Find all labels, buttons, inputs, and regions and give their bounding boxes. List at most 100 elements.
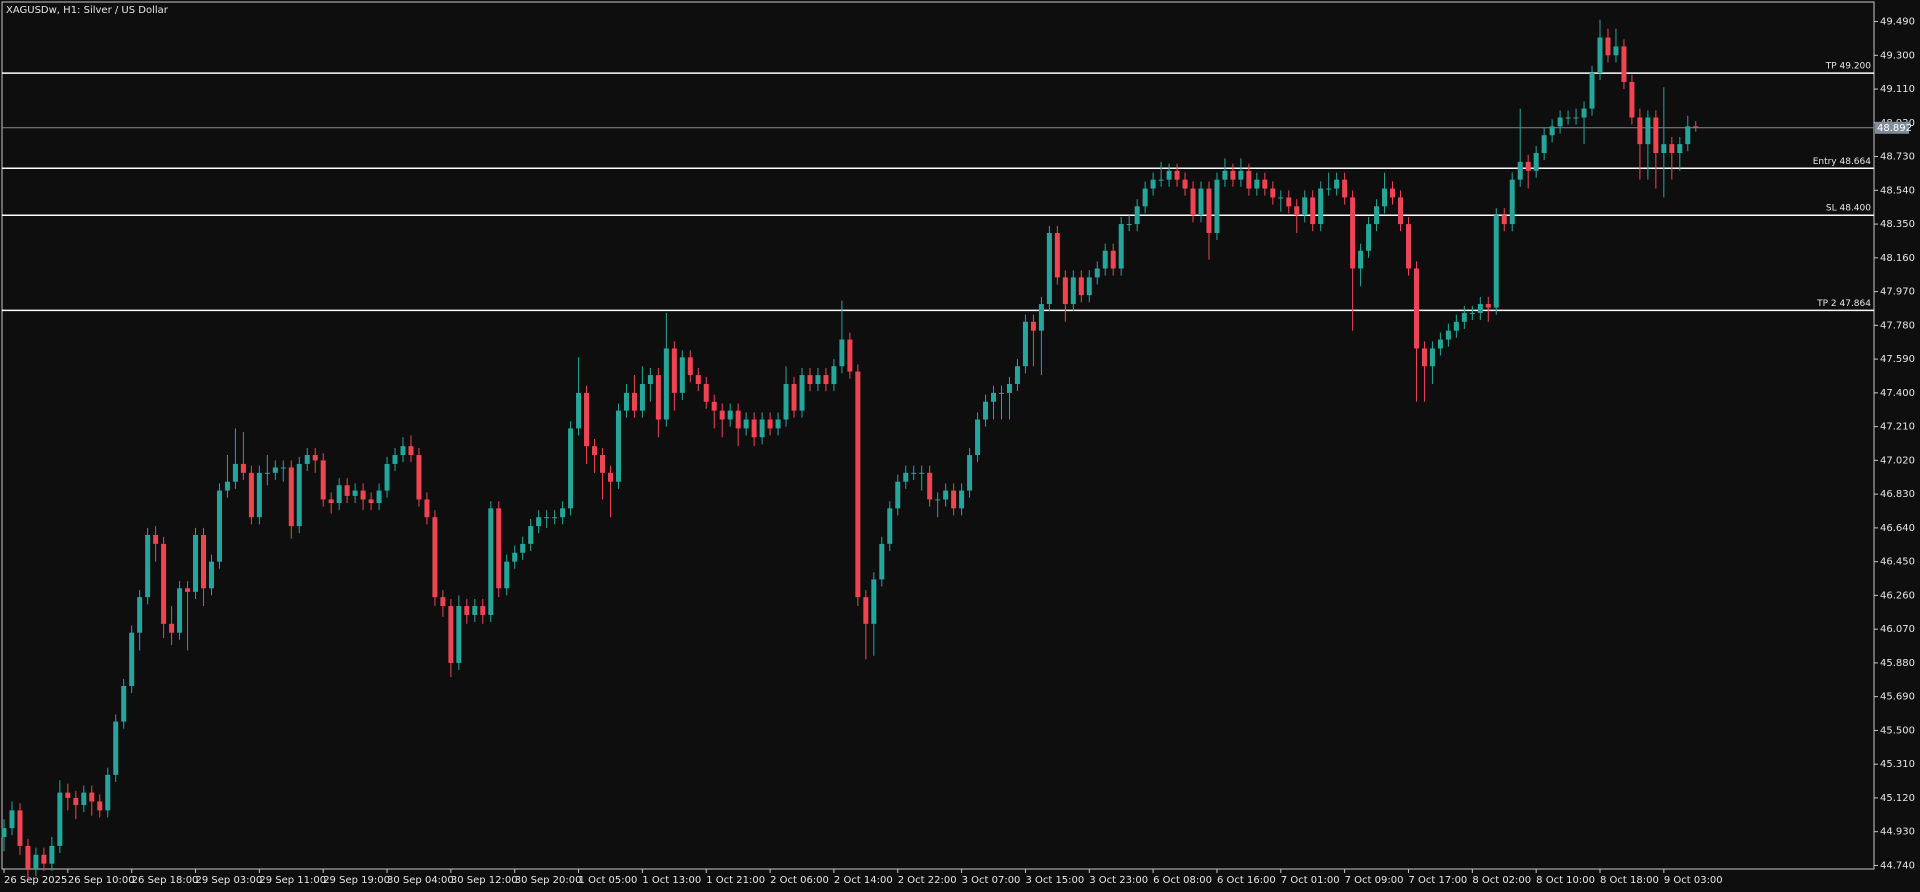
candle-body — [935, 499, 941, 501]
candle-body — [1477, 304, 1483, 313]
candle-body — [232, 463, 238, 482]
candle-body — [1062, 277, 1068, 305]
candle-body — [1605, 37, 1611, 56]
y-tick-label: 44.930 — [1880, 827, 1915, 838]
candle-body — [791, 383, 797, 411]
y-tick-label: 44.740 — [1880, 860, 1915, 871]
level-label: TP 2 47.864 — [1816, 299, 1871, 309]
y-tick-label: 46.830 — [1880, 489, 1915, 500]
candle-body — [1326, 188, 1332, 190]
candle-body — [1174, 170, 1180, 180]
y-tick-label: 47.210 — [1880, 422, 1915, 433]
candle-body — [679, 357, 685, 393]
y-tick-label: 45.880 — [1880, 658, 1915, 669]
candle-body — [903, 472, 909, 482]
candle-body — [1358, 250, 1364, 269]
candle-body — [855, 371, 861, 598]
candle-body — [863, 597, 869, 624]
candle-body — [480, 606, 486, 615]
x-tick-label: 6 Oct 08:00 — [1153, 875, 1212, 886]
candle-body — [943, 490, 949, 500]
candle-body — [879, 543, 885, 580]
candle-body — [1645, 117, 1651, 145]
candle-body — [1629, 81, 1635, 118]
candle-body — [560, 508, 566, 518]
candle-body — [1094, 268, 1100, 278]
candle-body — [727, 410, 733, 420]
candle-body — [73, 797, 79, 806]
y-tick-label: 49.490 — [1880, 17, 1915, 28]
candle-body — [1310, 197, 1316, 225]
candle-body — [1485, 304, 1491, 308]
candle-body — [1014, 366, 1020, 384]
candle-body — [1469, 312, 1475, 314]
x-tick-label: 30 Sep 04:00 — [387, 875, 454, 886]
candle-body — [17, 810, 23, 846]
candle-body — [1318, 188, 1324, 225]
candle-body — [671, 348, 677, 393]
y-tick-label: 48.350 — [1880, 219, 1915, 230]
candle-body — [1182, 179, 1188, 189]
candle-body — [416, 455, 422, 500]
candle-body — [528, 526, 534, 544]
candle-body — [1445, 330, 1451, 340]
y-tick-label: 48.160 — [1880, 253, 1915, 264]
candle-body — [1222, 170, 1228, 180]
y-tick-label: 45.120 — [1880, 793, 1915, 804]
x-tick-label: 3 Oct 15:00 — [1025, 875, 1084, 886]
candle-body — [1661, 144, 1667, 154]
candle-body — [1581, 108, 1587, 118]
x-tick-label: 30 Sep 20:00 — [515, 875, 582, 886]
candle-body — [1677, 144, 1683, 154]
candle-body — [1350, 197, 1356, 269]
candle-body — [264, 472, 270, 474]
candle-body — [145, 534, 151, 598]
candle-body — [927, 472, 933, 500]
candle-body — [376, 490, 382, 504]
candle-body — [161, 543, 167, 624]
candle-body — [288, 467, 294, 527]
candle-body — [185, 588, 191, 592]
x-tick-label: 30 Sep 12:00 — [451, 875, 518, 886]
candle-body — [113, 721, 119, 775]
candle-body — [639, 383, 645, 411]
candle-body — [1142, 188, 1148, 207]
candle-body — [1557, 117, 1563, 127]
candle-body — [1589, 73, 1595, 109]
candle-body — [392, 455, 398, 464]
y-tick-label: 47.020 — [1880, 455, 1915, 466]
y-tick-label: 47.780 — [1880, 320, 1915, 331]
candle-body — [1230, 170, 1236, 180]
candle-body — [1533, 153, 1539, 171]
candle-body — [1054, 232, 1060, 278]
candle-body — [839, 339, 845, 367]
candle-body — [1637, 117, 1643, 145]
x-tick-label: 3 Oct 23:00 — [1089, 875, 1148, 886]
candle-body — [983, 401, 989, 420]
candle-body — [1150, 179, 1156, 189]
candle-body — [663, 348, 669, 420]
candle-body — [919, 472, 925, 474]
x-tick-label: 3 Oct 07:00 — [962, 875, 1021, 886]
candle-body — [1030, 321, 1036, 331]
y-tick-label: 46.070 — [1880, 624, 1915, 635]
candle-body — [1246, 170, 1252, 189]
candle-body — [1382, 188, 1388, 207]
candle-body — [1286, 197, 1292, 207]
x-tick-label: 6 Oct 16:00 — [1217, 875, 1276, 886]
candle-body — [1342, 179, 1348, 198]
y-tick-label: 48.540 — [1880, 185, 1915, 196]
candle-body — [137, 597, 143, 633]
candle-body — [1413, 268, 1419, 349]
candle-body — [592, 446, 598, 456]
x-tick-label: 29 Sep 19:00 — [323, 875, 390, 886]
candle-body — [201, 534, 206, 589]
candle-body — [328, 499, 334, 504]
candle-body — [1421, 348, 1427, 367]
candle-body — [280, 467, 286, 469]
level-label: TP 49.200 — [1825, 62, 1872, 72]
candle-body — [1685, 126, 1691, 145]
x-tick-label: 8 Oct 10:00 — [1536, 875, 1595, 886]
x-tick-label: 8 Oct 18:00 — [1600, 875, 1659, 886]
candle-body — [1190, 188, 1196, 216]
